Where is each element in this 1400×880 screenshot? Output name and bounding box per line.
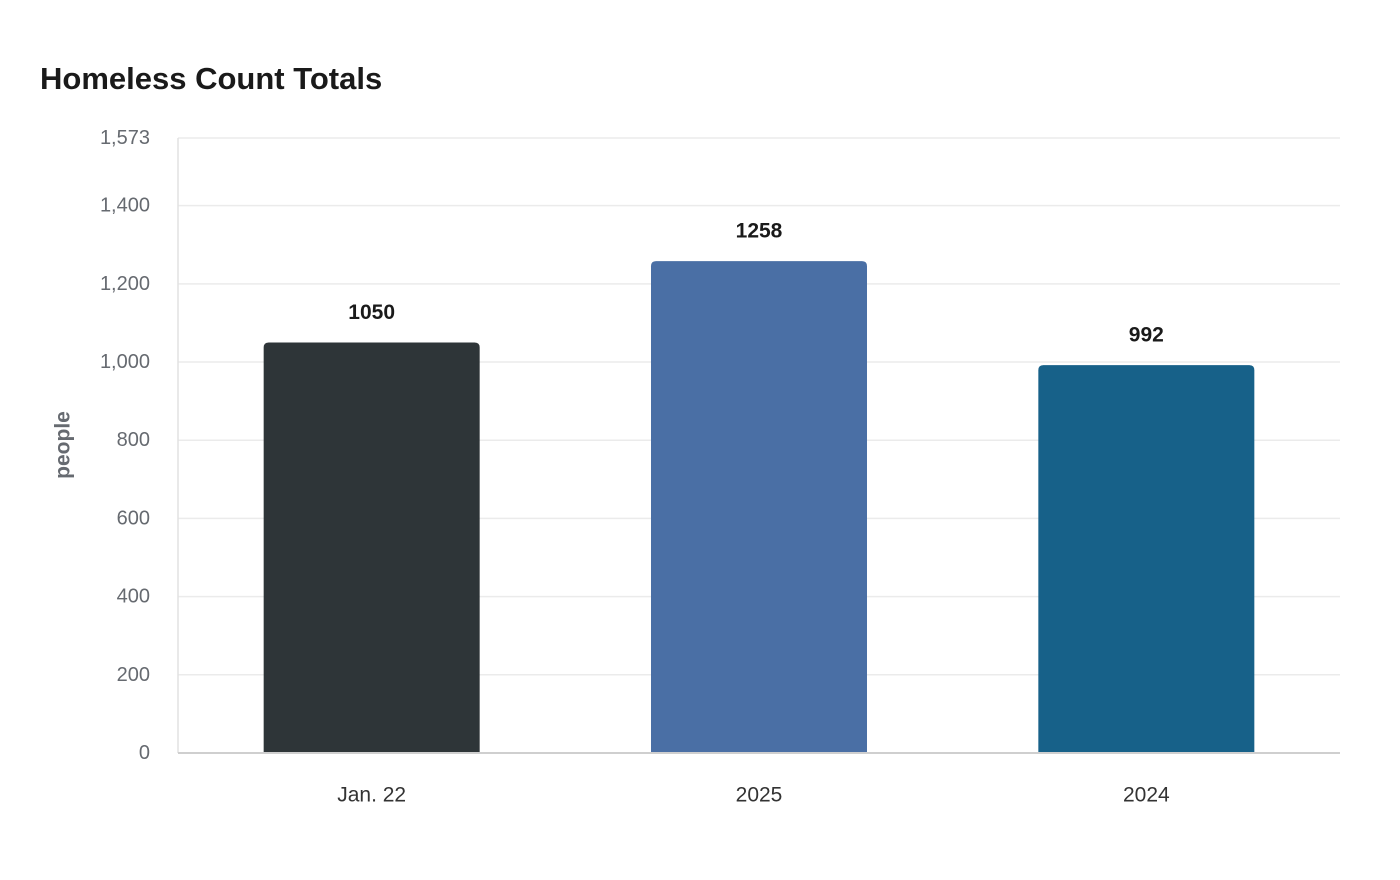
- y-tick-label: 1,200: [100, 273, 150, 295]
- x-tick-label: 2025: [736, 784, 783, 807]
- data-label: 1050: [348, 301, 395, 324]
- data-label: 1258: [736, 220, 783, 243]
- x-tick-label: 2024: [1123, 784, 1170, 807]
- bar: [651, 261, 867, 753]
- x-tick-label: Jan. 22: [337, 784, 406, 807]
- axes: [177, 138, 1340, 754]
- data-label: 992: [1129, 324, 1164, 347]
- y-tick-label: 0: [139, 742, 150, 764]
- bars: [263, 261, 1255, 753]
- y-tick-label: 1,400: [100, 195, 150, 217]
- y-tick-label: 800: [117, 429, 150, 451]
- y-tick-label: 1,573: [100, 127, 150, 149]
- y-tick-label: 600: [117, 507, 150, 529]
- y-axis-label: people: [52, 411, 75, 479]
- labels: 0 200 400 600 800 1,000 1,200 1,400 1,573 1050 Jan…: [100, 127, 1170, 807]
- y-tick-label: 400: [117, 586, 150, 608]
- bar: [1038, 365, 1255, 753]
- bar: [263, 342, 480, 753]
- chart-title: Homeless Count Totals: [40, 61, 383, 96]
- y-tick-label: 1,000: [100, 351, 150, 373]
- y-tick-label: 200: [117, 664, 150, 686]
